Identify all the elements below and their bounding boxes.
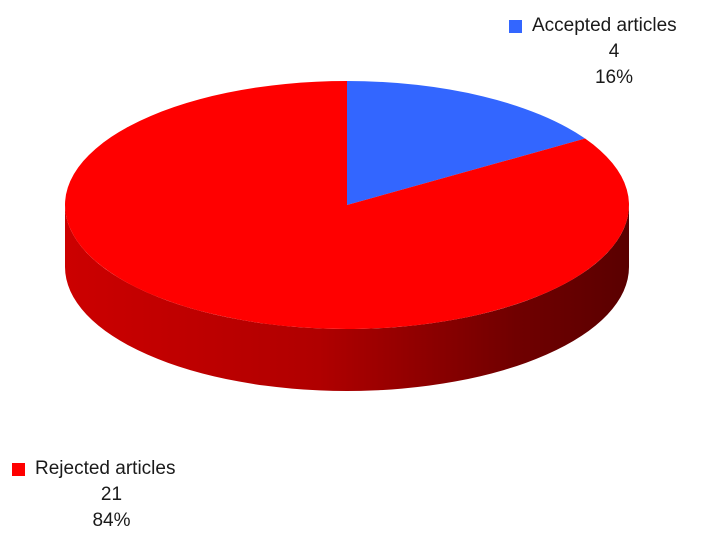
slice-label-accepted: Accepted articles 4 16% (509, 13, 702, 91)
slice-category-rejected: Rejected articles (35, 458, 176, 479)
slice-category-accepted: Accepted articles (532, 15, 677, 36)
slice-percent-accepted: 16% (594, 67, 634, 88)
pie-side-1 (65, 205, 629, 391)
slice-value-rejected: 21 (100, 484, 123, 505)
legend-swatch-accepted (509, 19, 522, 33)
slice-label-rejected: Rejected articles 21 84% (12, 456, 212, 534)
pie-slice-0 (347, 81, 586, 205)
pie-slice-1 (64, 81, 629, 329)
slice-value-accepted: 4 (608, 41, 620, 62)
slice-percent-rejected: 84% (92, 510, 131, 531)
legend-swatch-rejected (12, 462, 25, 476)
